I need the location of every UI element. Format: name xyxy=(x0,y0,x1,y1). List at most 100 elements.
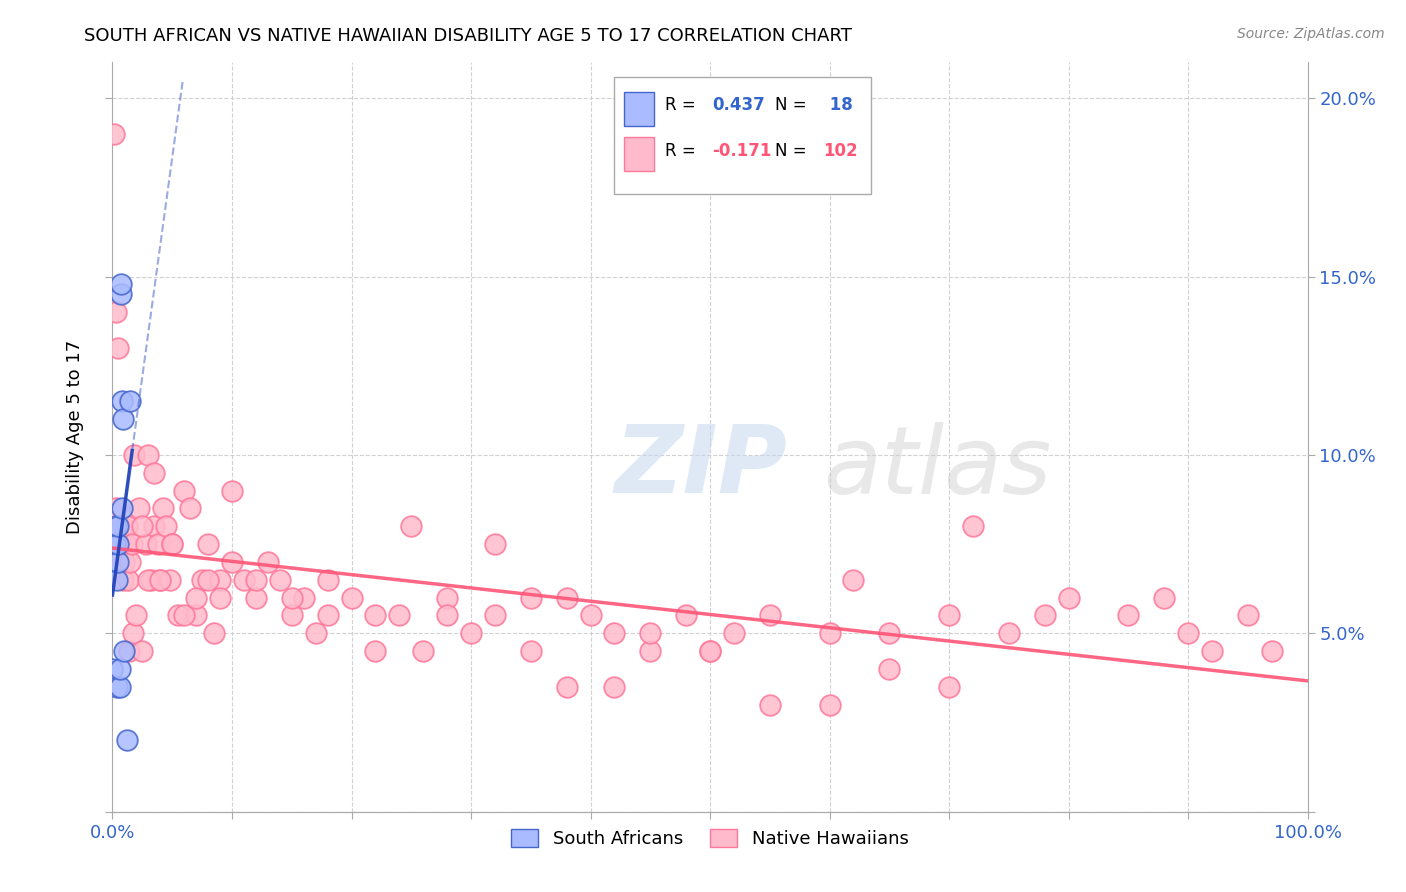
Point xyxy=(484,537,506,551)
Point xyxy=(162,537,183,551)
Point xyxy=(818,626,841,640)
Point xyxy=(146,537,169,551)
Point xyxy=(173,608,195,623)
Point xyxy=(233,573,256,587)
Point xyxy=(209,573,232,587)
Point xyxy=(269,573,291,587)
Point xyxy=(138,573,160,587)
FancyBboxPatch shape xyxy=(614,78,872,194)
Point xyxy=(112,412,135,426)
Point xyxy=(179,501,201,516)
Text: -0.171: -0.171 xyxy=(713,142,772,160)
Point xyxy=(401,519,423,533)
Point xyxy=(818,698,841,712)
Point xyxy=(138,448,160,462)
Point xyxy=(139,573,162,587)
Text: N =: N = xyxy=(775,96,811,114)
Point xyxy=(460,626,482,640)
Y-axis label: Disability Age 5 to 17: Disability Age 5 to 17 xyxy=(66,340,84,534)
Point xyxy=(879,626,901,640)
Point xyxy=(938,608,960,623)
Text: 102: 102 xyxy=(824,142,858,160)
Text: SOUTH AFRICAN VS NATIVE HAWAIIAN DISABILITY AGE 5 TO 17 CORRELATION CHART: SOUTH AFRICAN VS NATIVE HAWAIIAN DISABIL… xyxy=(84,27,852,45)
Point xyxy=(191,573,214,587)
Point xyxy=(101,662,124,676)
Point xyxy=(1177,626,1199,640)
Point xyxy=(114,555,135,569)
Point xyxy=(759,608,782,623)
Legend: South Africans, Native Hawaiians: South Africans, Native Hawaiians xyxy=(505,822,915,855)
Point xyxy=(436,591,458,605)
Point xyxy=(197,573,219,587)
Text: R =: R = xyxy=(665,96,700,114)
Point xyxy=(114,644,135,658)
Point xyxy=(316,573,339,587)
Point xyxy=(245,573,267,587)
Point xyxy=(107,555,129,569)
Point xyxy=(121,537,143,551)
Point xyxy=(998,626,1021,640)
Point xyxy=(125,608,148,623)
Point xyxy=(120,394,142,409)
Point xyxy=(699,644,721,658)
Point xyxy=(555,680,578,694)
Point xyxy=(105,573,128,587)
Point xyxy=(759,698,782,712)
Point xyxy=(723,626,745,640)
Point xyxy=(105,519,128,533)
Point xyxy=(962,519,984,533)
Point xyxy=(107,537,129,551)
Text: atlas: atlas xyxy=(824,422,1052,513)
Point xyxy=(117,573,139,587)
Point xyxy=(520,591,543,605)
Point xyxy=(281,608,304,623)
Point xyxy=(1261,644,1284,658)
Point xyxy=(388,608,411,623)
Point xyxy=(110,277,132,291)
Point xyxy=(110,537,132,551)
Point xyxy=(305,626,328,640)
Point xyxy=(603,626,626,640)
Point xyxy=(105,680,128,694)
Point xyxy=(110,287,132,301)
Point xyxy=(149,573,172,587)
Point xyxy=(105,305,128,319)
Point xyxy=(131,519,153,533)
Point xyxy=(221,555,243,569)
Point xyxy=(108,680,131,694)
Point xyxy=(118,644,141,658)
Bar xyxy=(624,137,654,171)
Point xyxy=(197,537,219,551)
Text: 0.437: 0.437 xyxy=(713,96,765,114)
Point xyxy=(364,644,387,658)
Text: R =: R = xyxy=(665,142,700,160)
Point xyxy=(675,608,697,623)
Point xyxy=(603,680,626,694)
Point xyxy=(111,519,134,533)
Point xyxy=(257,555,280,569)
Point xyxy=(135,537,157,551)
Point xyxy=(1237,608,1260,623)
Point xyxy=(245,591,267,605)
Point xyxy=(938,680,960,694)
Point xyxy=(202,626,225,640)
Point xyxy=(115,733,138,747)
Point xyxy=(103,127,125,141)
Point xyxy=(105,501,128,516)
Point xyxy=(114,537,136,551)
Point xyxy=(879,662,901,676)
Point xyxy=(111,394,134,409)
Point xyxy=(115,519,138,533)
Point xyxy=(1153,591,1175,605)
Point xyxy=(108,662,131,676)
Point xyxy=(842,573,865,587)
Point xyxy=(221,483,243,498)
Text: Source: ZipAtlas.com: Source: ZipAtlas.com xyxy=(1237,27,1385,41)
Point xyxy=(412,644,434,658)
Point xyxy=(640,644,662,658)
Point xyxy=(107,519,129,533)
Point xyxy=(121,626,143,640)
Point xyxy=(104,537,127,551)
Point xyxy=(281,591,304,605)
Point xyxy=(436,608,458,623)
